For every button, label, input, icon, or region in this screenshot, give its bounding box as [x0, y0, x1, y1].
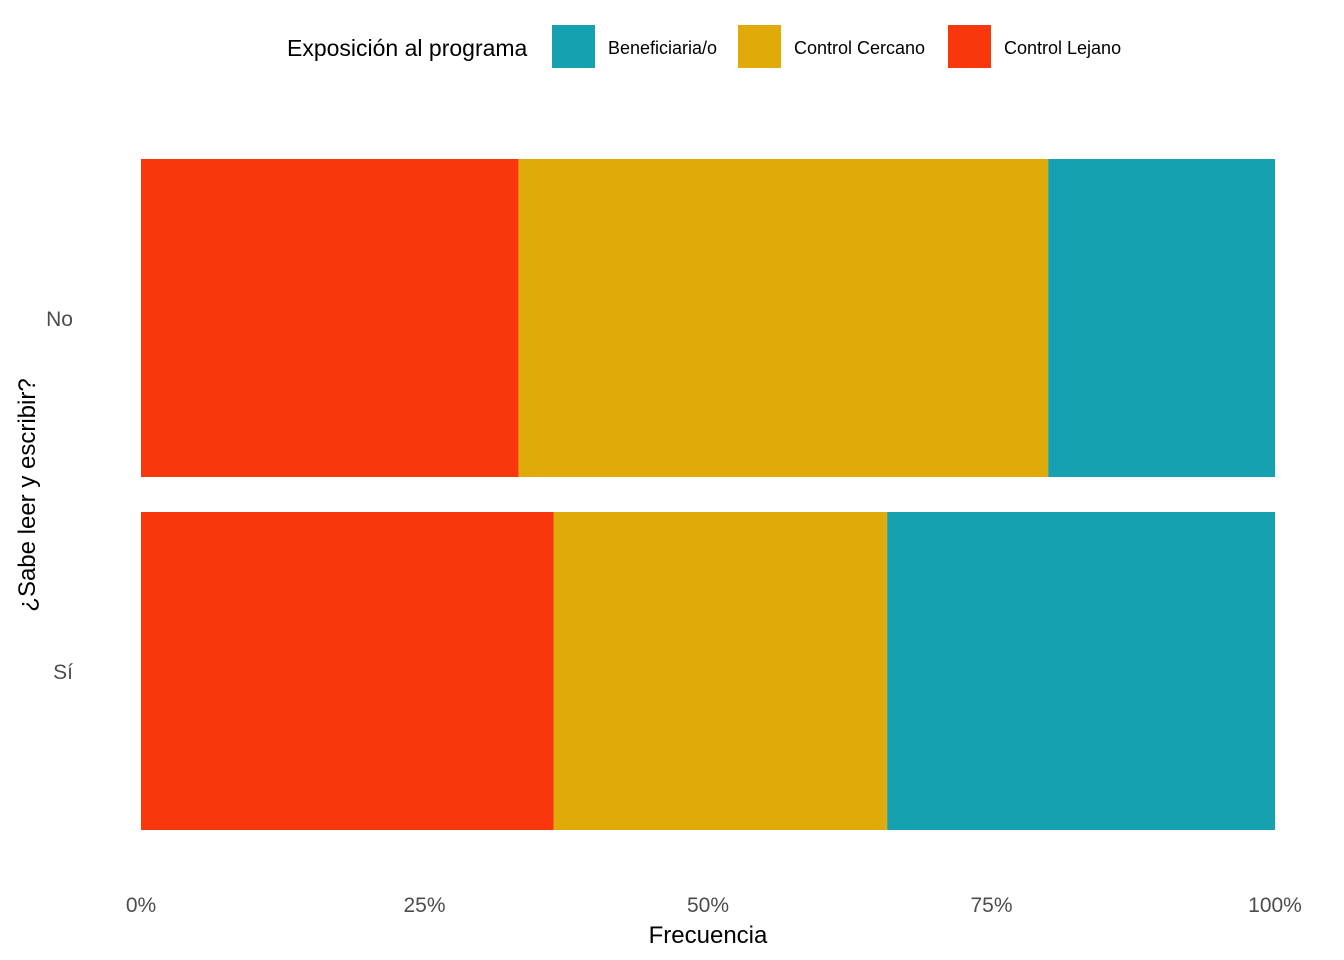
legend-key-control-lejano	[948, 25, 991, 68]
legend-key-control-cercano	[738, 25, 781, 68]
bar-no-beneficiaria-o	[1048, 159, 1275, 477]
x-axis-title: Frecuencia	[649, 922, 768, 949]
bar-s-beneficiaria-o	[887, 512, 1275, 830]
y-axis-title: ¿Sabe leer y escribir?	[14, 378, 41, 611]
bar-s-control-cercano	[553, 512, 888, 830]
legend-label: Beneficiaria/o	[608, 38, 717, 58]
y-axis-tick-labels: No Sí	[46, 308, 73, 684]
bar-no-control-lejano	[141, 159, 519, 477]
legend: Exposición al programa Beneficiaria/o Con…	[287, 25, 1121, 68]
y-tick-label: No	[46, 308, 73, 331]
legend-items: Beneficiaria/o Control Cercano Control Lej…	[552, 25, 1121, 68]
bars	[141, 159, 1275, 830]
x-tick-label: 100%	[1248, 894, 1302, 917]
y-tick-label: Sí	[53, 661, 73, 684]
x-tick-label: 75%	[970, 894, 1012, 917]
bar-s-control-lejano	[141, 512, 554, 830]
x-axis-tick-labels: 0% 25% 50% 75% 100%	[126, 894, 1302, 917]
legend-label: Control Lejano	[1004, 38, 1121, 58]
legend-title: Exposición al programa	[287, 35, 528, 61]
x-tick-label: 0%	[126, 894, 156, 917]
legend-key-beneficiaria-o	[552, 25, 595, 68]
legend-label: Control Cercano	[794, 38, 925, 58]
bar-no-control-cercano	[518, 159, 1049, 477]
x-tick-label: 50%	[687, 894, 729, 917]
x-tick-label: 25%	[403, 894, 445, 917]
